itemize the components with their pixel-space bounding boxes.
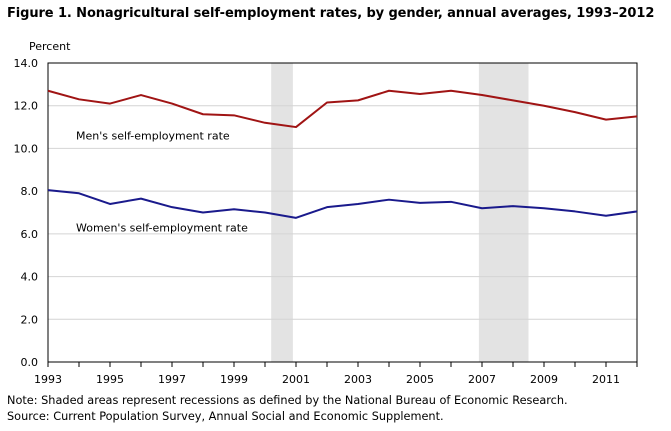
x-tick-label: 1993 (34, 373, 62, 386)
men-series-line (47, 89, 638, 129)
y-axis-ticks: 0.0 2.0 4.0 6.0 8.0 10.0 12.0 14.0 (14, 57, 39, 369)
x-tick-label: 2001 (282, 373, 310, 386)
x-tick-label: 2007 (468, 373, 496, 386)
chart-notes: Note: Shaded areas represent recessions … (7, 393, 568, 425)
recession-band (478, 63, 529, 362)
y-tick-label: 10.0 (14, 142, 39, 155)
recession-band (271, 63, 293, 362)
source-text: Source: Current Population Survey, Annua… (7, 410, 444, 423)
y-axis-unit-label: Percent (29, 40, 71, 53)
y-tick-label: 4.0 (21, 271, 39, 284)
x-tick-label: 1995 (96, 373, 124, 386)
y-tick-label: 8.0 (21, 185, 39, 198)
x-tick-label: 2011 (592, 373, 620, 386)
recession-bands (271, 63, 529, 362)
x-tick-label: 2009 (530, 373, 558, 386)
men-series-label: Men's self-employment rate (76, 130, 230, 143)
note-text: Note: Shaded areas represent recessions … (7, 394, 568, 407)
y-tick-label: 12.0 (14, 100, 39, 113)
y-tick-label: 2.0 (21, 313, 39, 326)
x-tick-label: 2005 (406, 373, 434, 386)
y-tick-label: 14.0 (14, 57, 39, 70)
women-series-line (47, 189, 638, 219)
x-tick-label: 1999 (220, 373, 248, 386)
y-tick-label: 0.0 (21, 356, 39, 369)
y-tick-label: 6.0 (21, 228, 39, 241)
x-tick-label: 1997 (158, 373, 186, 386)
x-tick-label: 2003 (344, 373, 372, 386)
series-lines (47, 89, 638, 219)
plot-frame (47, 62, 638, 363)
x-axis-ticks: 1993 1995 1997 1999 2001 2003 2005 2007 2009 2011 (34, 362, 638, 386)
chart-title: Figure 1. Nonagricultural self-employmen… (7, 6, 655, 21)
women-series-label: Women's self-employment rate (76, 221, 248, 234)
